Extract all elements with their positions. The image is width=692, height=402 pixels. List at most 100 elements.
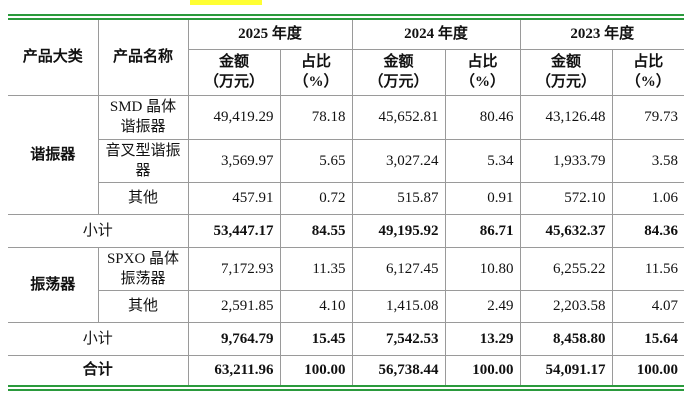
cell-text: 3.58 (651, 152, 679, 169)
cell-text: （%） (293, 74, 339, 90)
cell-text: SMD 晶体谐振器 (109, 99, 177, 135)
header-cell: 金额 （万元） (519, 48, 613, 96)
value-cell: 457.91 (187, 181, 281, 215)
value-cell: 4.10 (279, 289, 353, 323)
value-cell: 2.49 (444, 289, 521, 323)
cell-text: 13.29 (479, 330, 514, 347)
value-cell: 3,569.97 (187, 138, 281, 183)
cell-text: 其他 (127, 298, 158, 314)
cell-text: 53,447.17 (213, 222, 274, 239)
value-cell: 3,027.24 (351, 138, 446, 183)
product-cell: 音叉型谐振器 (98, 138, 189, 183)
value-cell: 515.87 (351, 181, 446, 215)
value-cell: 84.55 (279, 213, 353, 248)
cell-text: （%） (625, 74, 671, 90)
table-row: 金额 （万元） 占比 （%） 金额 （万元） 占比 （%） 金额 （万元） 占比 （%） (8, 48, 685, 96)
cell-text: 2.49 (487, 298, 514, 314)
value-cell: 100.00 (444, 354, 521, 389)
cell-text: 63,211.96 (214, 362, 274, 379)
value-cell: 15.45 (279, 321, 353, 356)
cell-text: 3,569.97 (221, 152, 274, 169)
value-cell: 3.58 (611, 138, 685, 183)
header-cell: 金额 （万元） (351, 48, 446, 96)
cell-text: 金额 (551, 54, 582, 70)
product-cell: SPXO 晶体振荡器 (97, 246, 189, 291)
value-cell: 0.72 (279, 181, 353, 215)
cell-text: 2023 年度 (570, 26, 635, 43)
value-cell: 2,203.58 (519, 289, 613, 323)
value-cell: 5.34 (444, 138, 521, 183)
value-cell: 56,738.44 (351, 354, 446, 389)
value-cell: 49,195.92 (351, 213, 446, 248)
cell-text: 49,195.92 (378, 222, 439, 239)
value-cell: 10.80 (444, 246, 521, 291)
cell-text: 9,764.79 (221, 330, 274, 347)
cell-text: （万元） (203, 74, 264, 90)
value-cell: 572.10 (519, 181, 613, 215)
value-cell: 86.71 (444, 213, 521, 248)
cell-text: 10.80 (479, 260, 514, 277)
value-cell: 63,211.96 (187, 354, 281, 389)
cell-text: 15.45 (311, 330, 346, 347)
cell-text: 占比 (467, 54, 498, 70)
cell-text: 谐振器 (30, 146, 76, 163)
value-cell: 84.36 (611, 213, 685, 248)
cell-text: 6,255.22 (553, 260, 606, 277)
value-cell: 100.00 (279, 354, 353, 389)
value-cell: 9,764.79 (187, 321, 281, 356)
cell-text: （万元） (368, 74, 429, 90)
value-cell: 79.73 (611, 94, 685, 140)
cell-text: 54,091.17 (545, 362, 606, 379)
value-cell: 13.29 (444, 321, 521, 356)
cell-text: 7,172.93 (221, 260, 274, 277)
header-cell: 占比 （%） (279, 48, 353, 96)
product-cell: SMD 晶体谐振器 (97, 94, 189, 140)
cell-text: 100.00 (304, 362, 346, 379)
value-cell: 43,126.48 (519, 94, 613, 140)
cell-text: 音叉型谐振器 (105, 142, 181, 179)
value-cell: 11.35 (279, 246, 353, 291)
value-cell: 100.00 (611, 354, 685, 389)
value-cell: 1,933.79 (519, 138, 613, 183)
cell-text: 产品名称 (112, 49, 173, 66)
cell-text: 7,542.53 (386, 330, 439, 347)
cell-text: 80.46 (479, 109, 514, 125)
cell-text: 49,419.29 (213, 109, 274, 125)
highlight (190, 0, 262, 5)
cell-text: 78.18 (311, 109, 346, 125)
value-cell: 54,091.17 (519, 354, 613, 389)
table-row: 其他 2,591.85 4.10 1,415.08 2.49 2,203.58 4.07 (8, 289, 685, 323)
cell-text: 45,632.37 (545, 222, 606, 239)
cell-text: 15.64 (644, 330, 679, 347)
revenue-table: 产品大类 产品名称 2025 年度 2024 年度 2023 年度 金额 （万元） 占比 （%）… (8, 14, 685, 391)
cell-text: 其他 (127, 190, 158, 206)
cell-text: 8,458.80 (553, 330, 606, 347)
table-row: 谐振器 SMD 晶体谐振器 49,419.29 78.18 45,652.81 80.46… (8, 94, 685, 215)
cell-text: 产品大类 (22, 49, 83, 66)
cell-text: 100.00 (472, 362, 514, 379)
value-cell: 53,447.17 (187, 213, 281, 248)
cell-text: 金额 (218, 54, 249, 70)
cell-text: 占比 (633, 54, 664, 70)
header-cell: 金额 （万元） (188, 48, 281, 96)
cell-text: 4.07 (651, 298, 679, 314)
table-row: 振荡器 SPXO 晶体振荡器 7,172.93 11.35 6,127.45 10.80 6… (8, 246, 685, 323)
value-cell: 11.56 (611, 246, 685, 291)
cell-text: 3,027.24 (386, 152, 439, 169)
cell-text: 457.91 (232, 190, 274, 206)
cell-text: 0.72 (319, 190, 346, 206)
cell-text: 小计 (82, 222, 113, 239)
cell-text: 43,126.48 (545, 109, 606, 125)
value-cell: 5.65 (279, 138, 353, 183)
cell-text: 4.10 (319, 298, 346, 314)
year-header: 2025 年度 (187, 16, 353, 50)
value-cell: 8,458.80 (519, 321, 613, 356)
cell-text: 1,933.79 (553, 152, 606, 169)
cell-text: 45,652.81 (378, 109, 439, 125)
cell-text: 84.36 (644, 222, 679, 239)
year-header: 2023 年度 (519, 16, 685, 50)
total-label: 合计 (8, 354, 189, 389)
cell-text: 5.34 (487, 152, 514, 169)
cell-text: 84.55 (311, 222, 346, 239)
cell-text: 占比 (301, 54, 332, 70)
